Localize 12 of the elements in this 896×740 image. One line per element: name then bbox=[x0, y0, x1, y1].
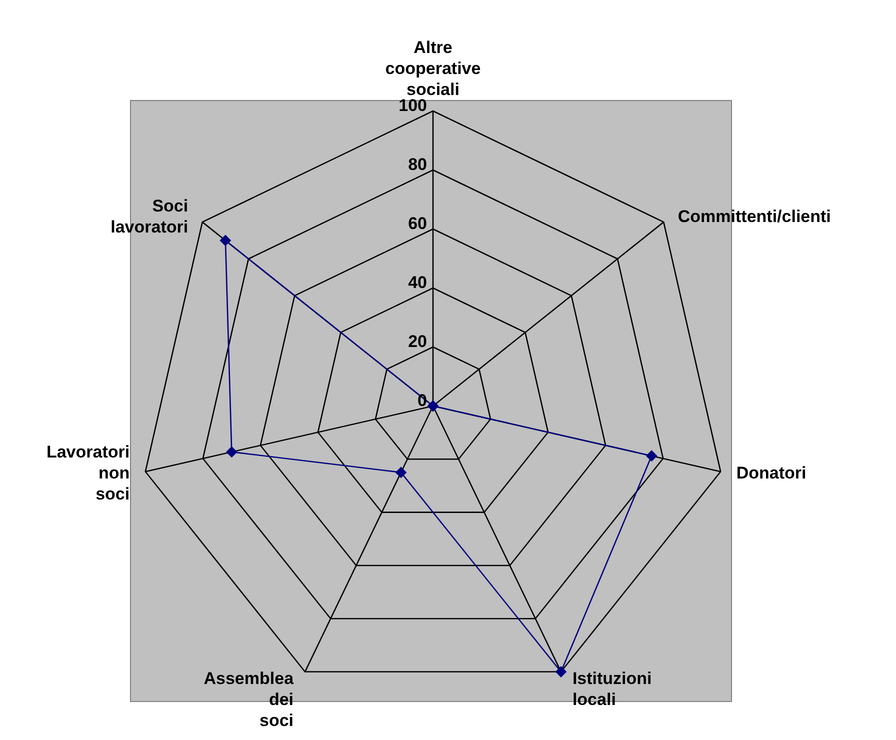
spoke-label: Committenti/clienti bbox=[678, 207, 831, 226]
y-tick-label: 80 bbox=[408, 155, 427, 174]
spoke-label: Istituzioni locali bbox=[572, 668, 652, 709]
spoke-label: Donatori bbox=[736, 463, 806, 482]
y-tick-label: 60 bbox=[408, 214, 427, 233]
spoke-label: Assemblea dei soci bbox=[204, 668, 294, 730]
y-tick-label: 40 bbox=[408, 273, 427, 292]
spoke-label: Lavoratori non soci bbox=[46, 442, 130, 504]
y-tick-label: 20 bbox=[408, 332, 427, 351]
spoke-label: Soci lavoratori bbox=[110, 196, 188, 237]
spoke-label: Altre cooperative sociali bbox=[385, 38, 481, 99]
y-tick-label: 100 bbox=[398, 96, 427, 115]
